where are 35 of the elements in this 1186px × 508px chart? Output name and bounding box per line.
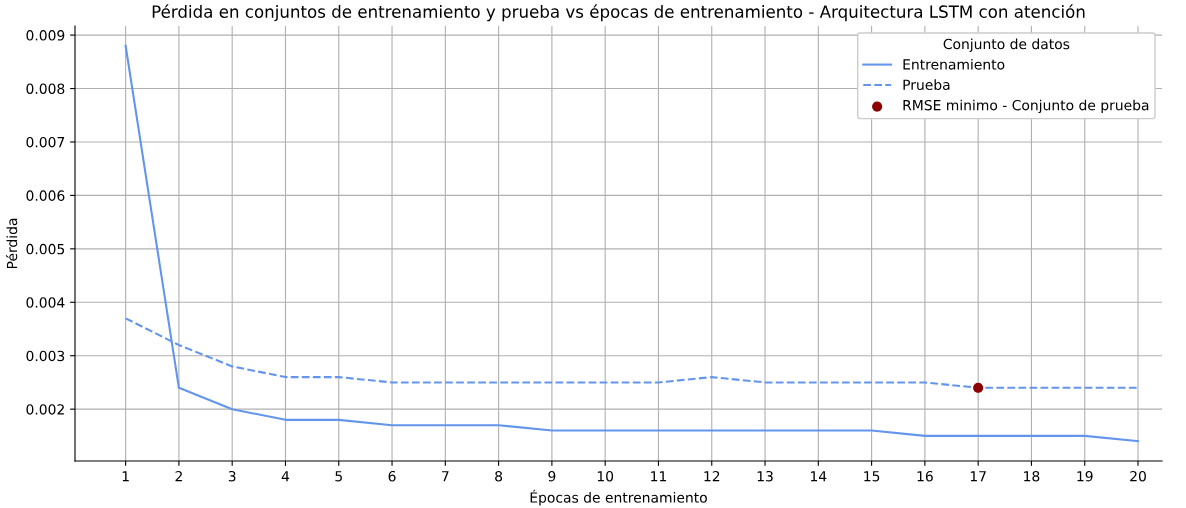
x-tick-label: 20 [1130,470,1146,482]
y-tick-label: 0.007 [26,136,65,148]
x-tick-label: 3 [228,470,236,482]
y-tick-label: 0.005 [26,243,65,255]
y-tick-label: 0.008 [26,83,65,94]
x-tick-label: 13 [757,470,773,482]
x-tick-label: 2 [175,470,182,482]
x-tick-label: 6 [388,470,396,482]
x-tick-label: 9 [548,470,556,482]
x-tick-label: 19 [1077,470,1093,482]
legend-title: Conjunto de datos [943,38,1070,52]
x-tick-label: 14 [811,471,827,482]
x-tick-label: 18 [1024,470,1040,482]
chart-title: Pérdida en conjuntos de entrenamiento y prueba vs épocas de entrenamiento - Arquitectura LSTM con atención [152,4,1085,22]
legend-label: RMSE minimo - Conjunto de prueba [903,99,1149,114]
x-tick-label: 8 [495,470,503,482]
y-tick-label: 0.003 [26,350,65,362]
x-axis-title: Épocas de entrenamiento [530,489,707,506]
legend-label: Entrenamiento [903,58,1005,70]
x-tick-label: 12 [704,470,720,482]
y-tick-label: 0.002 [26,404,64,415]
x-tick-label: 10 [597,470,614,482]
legend-label: Prueba [903,79,950,91]
x-tick-label: 1 [122,471,129,482]
x-tick-label: 4 [281,471,290,482]
x-tick-label: 11 [651,471,667,482]
x-tick-label: 5 [335,471,342,482]
y-tick-label: 0.004 [26,297,65,308]
x-tick-label: 17 [970,471,986,482]
y-tick-label: 0.006 [26,190,65,201]
y-axis-title: Pérdida [5,218,18,269]
x-tick-label: 7 [442,471,449,482]
x-tick-label: 16 [917,470,933,482]
y-tick-label: 0.009 [26,30,65,41]
x-tick-label: 15 [864,471,880,482]
